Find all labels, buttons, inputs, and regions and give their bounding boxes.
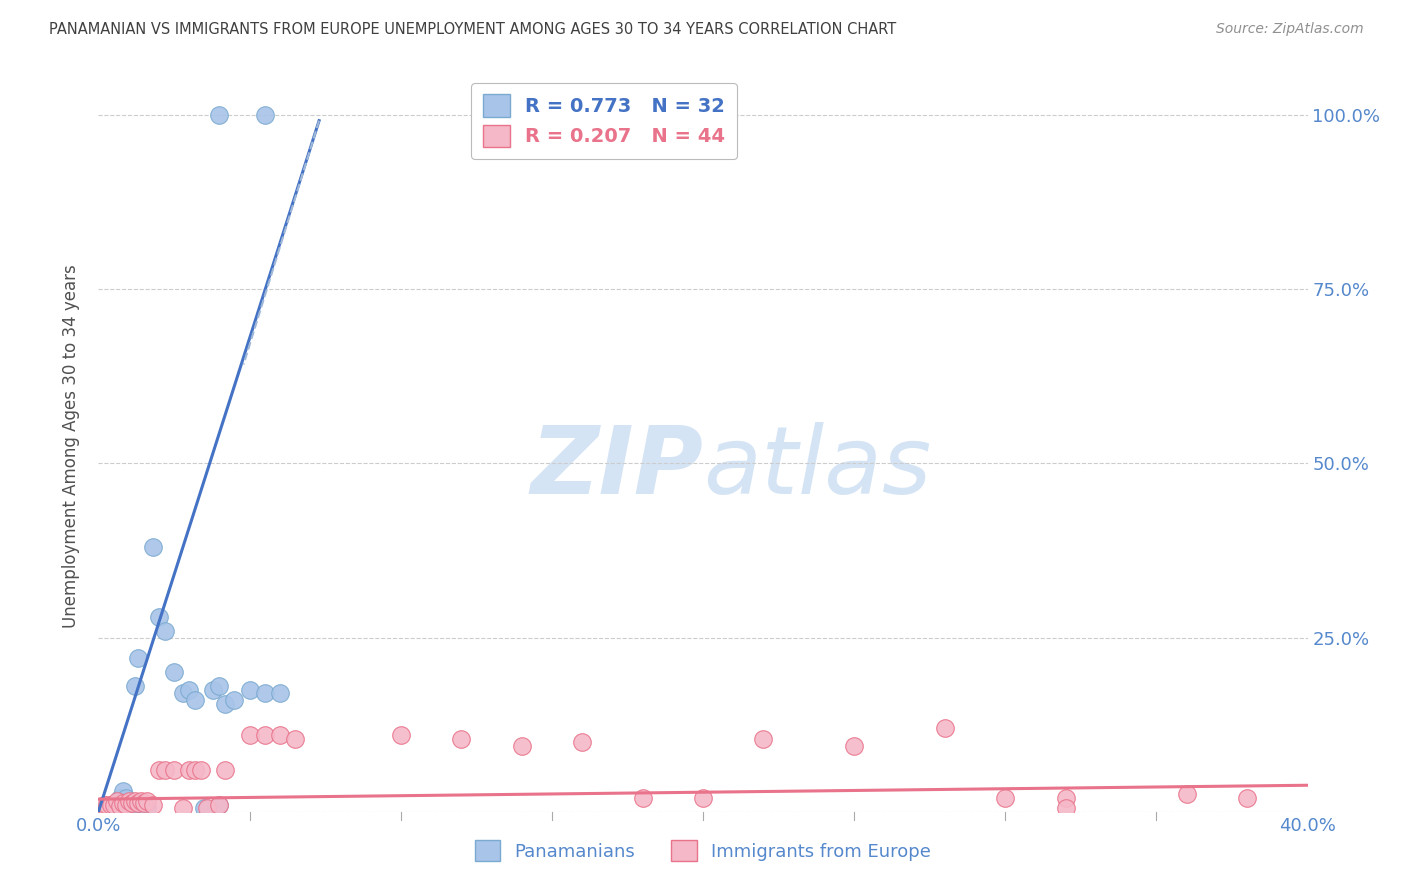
Point <box>100 797 122 812</box>
Text: ZIP: ZIP <box>530 422 703 514</box>
Point <box>253 686 276 700</box>
Point <box>135 794 157 808</box>
Point <box>103 797 125 812</box>
Point <box>121 797 143 811</box>
Point <box>1175 787 1198 801</box>
Point <box>208 797 231 812</box>
Point <box>844 739 866 753</box>
Text: atlas: atlas <box>703 423 931 514</box>
Point <box>132 797 155 812</box>
Point <box>195 801 218 815</box>
Point <box>1054 790 1077 805</box>
Point <box>1236 790 1258 805</box>
Text: PANAMANIAN VS IMMIGRANTS FROM EUROPE UNEMPLOYMENT AMONG AGES 30 TO 34 YEARS CORR: PANAMANIAN VS IMMIGRANTS FROM EUROPE UNE… <box>49 22 897 37</box>
Point <box>994 790 1017 805</box>
Point <box>129 794 152 808</box>
Point <box>269 686 291 700</box>
Point <box>93 797 115 812</box>
Point <box>148 763 170 777</box>
Point <box>631 790 654 805</box>
Point <box>96 797 118 812</box>
Point <box>692 790 714 805</box>
Point <box>208 679 231 693</box>
Point <box>108 790 131 805</box>
Point <box>142 540 165 554</box>
Point <box>118 801 141 815</box>
Point <box>124 794 146 808</box>
Point <box>172 801 194 815</box>
Point <box>179 682 201 697</box>
Point <box>934 721 956 735</box>
Point <box>148 609 170 624</box>
Point <box>389 728 412 742</box>
Point <box>118 794 141 808</box>
Point <box>184 693 207 707</box>
Point <box>253 728 276 742</box>
Point <box>132 797 155 811</box>
Point <box>224 693 246 707</box>
Point <box>111 784 134 798</box>
Point <box>269 728 291 742</box>
Point <box>172 686 194 700</box>
Point <box>108 797 131 812</box>
Point <box>214 763 236 777</box>
Point <box>163 763 186 777</box>
Point <box>111 797 134 811</box>
Y-axis label: Unemployment Among Ages 30 to 34 years: Unemployment Among Ages 30 to 34 years <box>62 264 80 628</box>
Point <box>100 797 122 812</box>
Point <box>253 108 276 122</box>
Point <box>193 801 215 815</box>
Point <box>153 624 176 638</box>
Point <box>208 108 231 122</box>
Point <box>179 763 201 777</box>
Point <box>752 731 775 746</box>
Point <box>184 763 207 777</box>
Point <box>450 731 472 746</box>
Point <box>114 790 136 805</box>
Point <box>190 763 212 777</box>
Point <box>108 799 131 814</box>
Point <box>96 801 118 815</box>
Point <box>284 731 307 746</box>
Point <box>103 801 125 815</box>
Point <box>153 763 176 777</box>
Point <box>105 801 128 815</box>
Point <box>214 697 236 711</box>
Point <box>127 651 149 665</box>
Legend: Panamanians, Immigrants from Europe: Panamanians, Immigrants from Europe <box>468 833 938 869</box>
Point <box>571 735 593 749</box>
Point <box>124 679 146 693</box>
Point <box>142 797 165 812</box>
Point <box>202 682 225 697</box>
Point <box>114 797 136 812</box>
Point <box>121 797 143 812</box>
Point <box>127 797 149 811</box>
Text: Source: ZipAtlas.com: Source: ZipAtlas.com <box>1216 22 1364 37</box>
Point <box>135 801 157 815</box>
Point <box>93 801 115 815</box>
Point <box>105 794 128 808</box>
Point <box>103 797 125 812</box>
Point <box>163 665 186 680</box>
Point <box>1054 801 1077 815</box>
Point <box>239 728 262 742</box>
Point <box>208 797 231 812</box>
Point <box>510 739 533 753</box>
Point <box>239 682 262 697</box>
